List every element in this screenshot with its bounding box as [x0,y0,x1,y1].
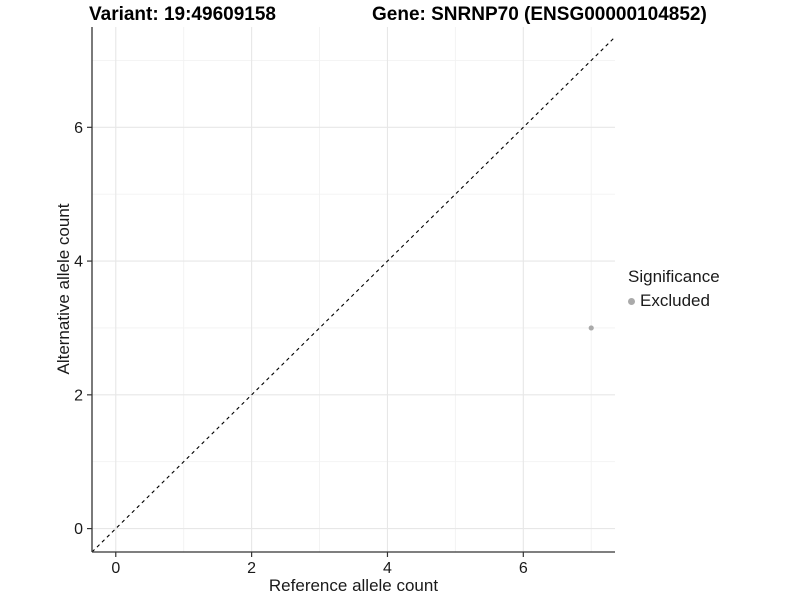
legend-item-label: Excluded [640,291,710,310]
y-tick-label: 4 [74,254,83,271]
x-tick-label: 2 [247,560,256,577]
identity-dashed-line [91,36,616,553]
legend-dot-icon [628,297,635,305]
plot-title-variant: Variant: 19:49609158 [89,4,276,25]
x-tick-label: 0 [111,560,120,577]
y-tick-label: 6 [74,120,83,137]
y-tick-label: 2 [74,387,83,404]
y-axis-label: Alternative allele count [54,203,73,375]
legend-items: Excluded [628,291,720,311]
x-tick-label: 6 [519,560,528,577]
legend-item: Excluded [628,291,720,311]
x-axis-label: Reference allele count [268,576,439,595]
data-point [588,325,594,331]
plot-title-gene: Gene: SNRNP70 (ENSG00000104852) [372,4,707,25]
legend: Significance Excluded [628,267,720,311]
y-tick-label: 0 [74,521,83,538]
x-tick-label: 4 [383,560,392,577]
legend-title: Significance [628,267,720,286]
